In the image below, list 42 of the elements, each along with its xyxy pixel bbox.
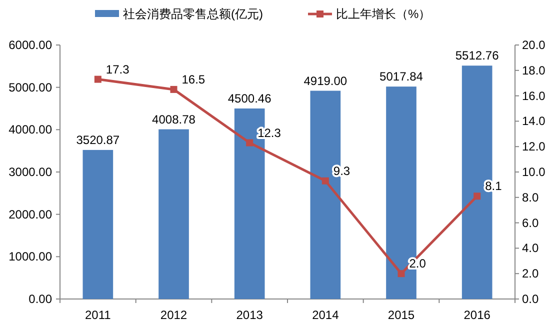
y-tick-label: 2000.00 xyxy=(8,207,52,222)
y-tick-label: 0.00 xyxy=(28,292,52,306)
point xyxy=(170,86,178,93)
y-tick-label: 5000.00 xyxy=(8,80,52,94)
x-tick-label: 2014 xyxy=(312,308,340,322)
x-tick-label: 2012 xyxy=(160,308,188,322)
x-tick-label: 2015 xyxy=(388,308,415,322)
y2-tick-label: 6.0 xyxy=(522,216,540,230)
x-tick-label: 2013 xyxy=(236,308,264,322)
y2-tick-label: 2.0 xyxy=(522,266,540,281)
x-tick-label: 2011 xyxy=(85,308,112,322)
y2-tick-label: 8.0 xyxy=(522,190,540,204)
y-tick-label: 3000.00 xyxy=(8,165,52,179)
x-tick-label: 2016 xyxy=(464,308,491,322)
y2-tick-label: 4.0 xyxy=(522,241,540,256)
y2-tick-label: 14.0 xyxy=(522,114,546,128)
y2-tick-label: 10.0 xyxy=(522,165,546,179)
data-label: 4500.46 xyxy=(228,91,272,106)
data-label: 4008.78 xyxy=(152,112,196,126)
data-label: 16.5 xyxy=(182,72,206,86)
point xyxy=(94,76,102,83)
point xyxy=(398,270,405,278)
y2-tick-label: 16.0 xyxy=(522,88,546,103)
point xyxy=(474,192,481,200)
legend-label: 社会消费品零售总额(亿元) xyxy=(123,7,263,21)
data-label: 17.3 xyxy=(106,62,130,76)
y-tick-label: 4000.00 xyxy=(8,122,52,137)
y2-tick-label: 12.0 xyxy=(522,140,546,154)
point xyxy=(246,139,254,146)
bar xyxy=(158,129,189,299)
y2-tick-label: 18.0 xyxy=(522,63,546,78)
y2-tick-label: 20.0 xyxy=(522,38,546,52)
point xyxy=(322,177,329,184)
y2-tick-label: 0.0 xyxy=(522,292,540,306)
data-label: 5017.84 xyxy=(380,70,424,84)
y-tick-label: 1000.00 xyxy=(8,250,52,264)
legend-label: 比上年增长（%） xyxy=(336,7,431,21)
data-label: 4919.00 xyxy=(304,74,348,88)
data-label: 3520.87 xyxy=(76,132,120,147)
bar xyxy=(82,150,114,299)
y-tick-label: 6000.00 xyxy=(8,38,52,52)
data-label: 5512.76 xyxy=(455,48,500,63)
